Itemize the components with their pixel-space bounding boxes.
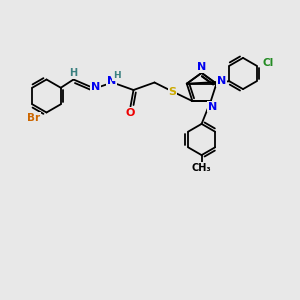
Text: CH₃: CH₃ xyxy=(192,163,212,173)
Text: S: S xyxy=(169,87,176,98)
Text: H: H xyxy=(69,68,77,78)
Text: N: N xyxy=(217,76,226,86)
Text: O: O xyxy=(126,108,135,118)
Text: N: N xyxy=(208,101,217,112)
Text: H: H xyxy=(113,71,121,80)
Text: Cl: Cl xyxy=(262,58,274,68)
Text: N: N xyxy=(91,82,100,92)
Text: N: N xyxy=(197,62,206,72)
Text: Br: Br xyxy=(27,113,40,123)
Text: N: N xyxy=(107,76,116,86)
